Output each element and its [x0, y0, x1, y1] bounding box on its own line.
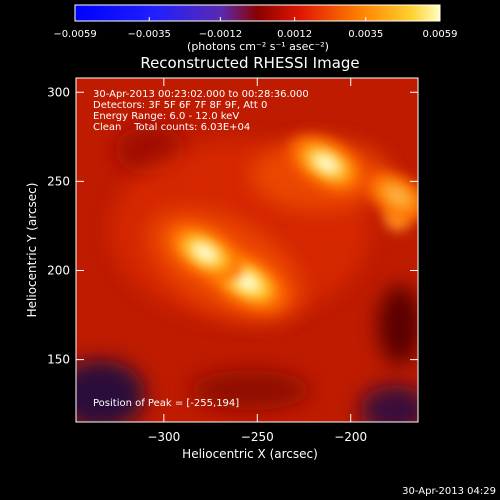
annotation-peak-position: Position of Peak = [-255,194] — [93, 398, 239, 409]
annotation-energy-range: Energy Range: 6.0 - 12.0 keV — [93, 111, 239, 122]
colorbar-tick-label: 0.0059 — [423, 29, 458, 40]
colorbar-tick-label: −0.0012 — [199, 29, 242, 40]
emission-sources — [166, 134, 418, 313]
y-tick-label: 200 — [47, 263, 70, 277]
axis-ticks: −300 −250 −200 150 200 250 300 — [47, 78, 418, 444]
y-tick-label: 300 — [47, 85, 70, 99]
source-blob — [366, 171, 418, 221]
colorbar-tick-label: 0.0012 — [277, 29, 312, 40]
colorbar-tick-label: −0.0059 — [53, 29, 96, 40]
annotation-clean-counts: Clean Total counts: 6.03E+04 — [93, 122, 250, 133]
source-blob — [166, 222, 244, 283]
heatmap-image — [76, 78, 418, 422]
colorbar-tick-label: −0.0035 — [128, 29, 171, 40]
footer-timestamp: 30-Apr-2013 04:29 — [402, 486, 496, 497]
source-blob — [288, 134, 365, 193]
annotation-time-range: 30-Apr-2013 00:23:02.000 to 00:28:36.000 — [93, 89, 309, 100]
y-tick-label: 250 — [47, 174, 70, 188]
colorbar — [74, 4, 441, 22]
x-tick-label: −200 — [334, 430, 367, 444]
y-tick-label: 150 — [47, 353, 70, 367]
annotation-detectors: Detectors: 3F 5F 6F 7F 8F 9F, Att 0 — [93, 100, 267, 111]
plot-frame — [75, 77, 419, 423]
chart-title: Reconstructed RHESSI Image — [140, 54, 359, 72]
x-axis-label: Heliocentric X (arcsec) — [182, 447, 318, 461]
x-tick-label: −300 — [147, 430, 180, 444]
colorbar-unit-label: (photons cm⁻² s⁻¹ asec⁻²) — [187, 40, 329, 53]
y-axis-label: Heliocentric Y (arcsec) — [25, 183, 39, 318]
x-tick-label: −250 — [241, 430, 274, 444]
colorbar-tick-label: 0.0035 — [348, 29, 383, 40]
colorbar-ticks: −0.0059 −0.0035 −0.0012 0.0012 0.0035 0.0059 — [53, 17, 458, 40]
